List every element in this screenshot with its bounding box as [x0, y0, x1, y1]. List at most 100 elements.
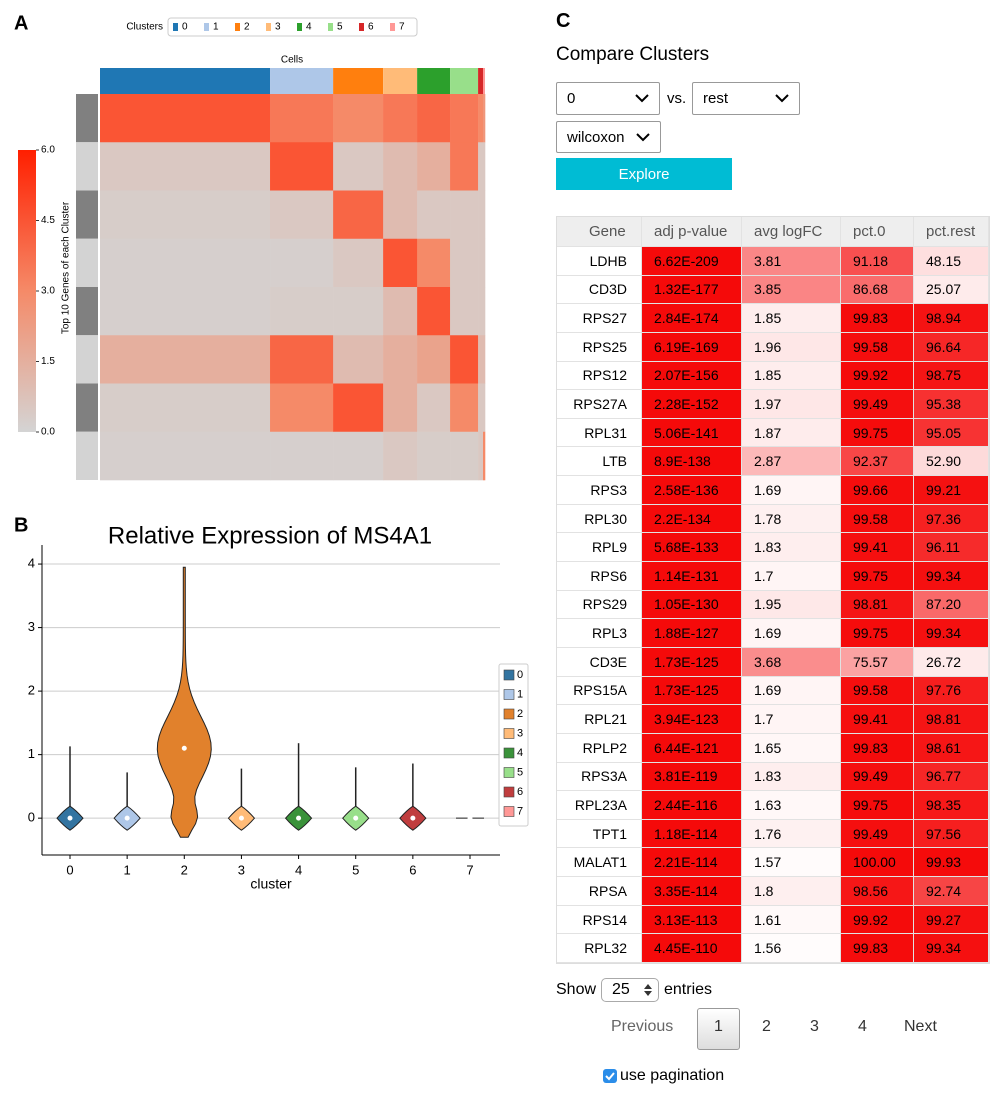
- cluster-bar: [100, 68, 271, 94]
- column-header[interactable]: Gene: [557, 217, 642, 247]
- y-tick-label: 0: [28, 810, 35, 825]
- heatmap-cell: [270, 238, 334, 288]
- gene-cell: RPL3: [557, 619, 642, 648]
- heatmap-cell: [450, 238, 479, 288]
- table-cell: 1.73E-125: [642, 676, 742, 706]
- legend-swatch: [390, 23, 395, 31]
- table-cell: 99.49: [841, 390, 914, 419]
- page-size-select[interactable]: 25: [601, 978, 659, 1002]
- colorbar-tick-label: 0.0: [41, 427, 55, 438]
- table-cell: 98.81: [914, 705, 989, 734]
- legend-swatch: [359, 23, 364, 31]
- table-cell: 2.2E-134: [642, 504, 742, 534]
- table-cell: 3.81E-119: [642, 762, 742, 792]
- table-cell: 96.64: [914, 332, 989, 362]
- page-button[interactable]: 4: [858, 1018, 867, 1035]
- table-cell: 25.07: [914, 275, 989, 305]
- heatmap-cell: [478, 94, 484, 143]
- table-cell: 92.74: [914, 877, 989, 906]
- legend-label: 1: [517, 688, 523, 700]
- x-tick-label: 4: [295, 862, 302, 877]
- legend-label: 6: [517, 786, 523, 798]
- cluster-bar: [383, 68, 418, 94]
- table-cell: 6.19E-169: [642, 332, 742, 362]
- heatmap-cell: [482, 383, 486, 433]
- column-header[interactable]: pct.rest: [914, 217, 989, 247]
- previous-button[interactable]: Previous: [611, 1018, 674, 1035]
- gene-cell: LDHB: [557, 247, 642, 276]
- legend-label: 5: [517, 766, 523, 778]
- gene-cell: CD3D: [557, 275, 642, 305]
- table-cell: 99.58: [841, 332, 914, 362]
- row-group-bar: [76, 94, 98, 143]
- heatmap-cell: [383, 190, 418, 240]
- table-cell: 48.15: [914, 247, 989, 276]
- table-cell: 3.68: [742, 647, 841, 677]
- legend-swatch: [503, 708, 515, 720]
- heatmap-cell: [450, 94, 479, 143]
- heatmap-cell: [270, 142, 334, 191]
- table-cell: 99.34: [914, 562, 989, 591]
- gene-cell: RPS27: [557, 304, 642, 333]
- x-tick-label: 1: [124, 862, 131, 877]
- table-cell: 99.75: [841, 619, 914, 648]
- heatmap-cell: [478, 335, 484, 384]
- legend-swatch: [503, 786, 515, 798]
- group-select[interactable]: 0: [556, 82, 660, 115]
- table-cell: 3.35E-114: [642, 877, 742, 906]
- legend-swatch: [266, 23, 271, 31]
- legend-label: 4: [306, 22, 312, 33]
- table-cell: 75.57: [841, 647, 914, 677]
- heatmap-cell: [333, 287, 384, 336]
- median-dot: [353, 815, 359, 821]
- legend-label: 0: [182, 22, 188, 33]
- method-select[interactable]: wilcoxon: [556, 121, 661, 153]
- heatmap-cell: [450, 142, 479, 191]
- column-header[interactable]: pct.0: [841, 217, 914, 247]
- median-dot: [124, 815, 130, 821]
- row-group-bar: [76, 383, 98, 432]
- heatmap-cell: [417, 383, 451, 433]
- heatmap-cell: [450, 383, 479, 433]
- table-cell: 99.66: [841, 476, 914, 505]
- table-cell: 5.06E-141: [642, 418, 742, 448]
- heatmap-cell: [417, 190, 451, 240]
- heatmap-cell: [383, 335, 418, 384]
- table-cell: 2.84E-174: [642, 304, 742, 333]
- chevron: [636, 132, 650, 141]
- explore-button[interactable]: Explore: [556, 158, 732, 190]
- heatmap-cell: [417, 238, 451, 288]
- column-header[interactable]: avg logFC: [742, 217, 841, 247]
- page-button[interactable]: 2: [762, 1018, 771, 1035]
- heatmap-cell: [482, 190, 486, 240]
- reference-select[interactable]: rest: [692, 82, 800, 115]
- column-header[interactable]: adj p-value: [642, 217, 742, 247]
- chart-title: Relative Expression of MS4A1: [108, 522, 432, 549]
- gene-cell: RPL23A: [557, 791, 642, 820]
- median-dot: [410, 815, 416, 821]
- colorbar-tick-label: 6.0: [41, 145, 55, 156]
- page-button[interactable]: 3: [810, 1018, 819, 1035]
- table-cell: 1.65: [742, 733, 841, 763]
- gene-cell: RPL21: [557, 705, 642, 734]
- heatmap-cell: [333, 190, 384, 240]
- checkbox[interactable]: [603, 1069, 617, 1083]
- next-button[interactable]: Next: [904, 1018, 937, 1035]
- legend-label: 7: [399, 22, 405, 33]
- select-value: wilcoxon: [567, 128, 625, 146]
- table-cell: 4.45E-110: [642, 934, 742, 963]
- table-cell: 99.34: [914, 619, 989, 648]
- table-cell: 2.44E-116: [642, 791, 742, 820]
- page-button[interactable]: 1: [714, 1018, 723, 1035]
- heatmap-cell: [270, 335, 334, 384]
- table-cell: 99.83: [841, 733, 914, 763]
- table-cell: 98.94: [914, 304, 989, 333]
- heatmap-cell: [383, 238, 418, 288]
- table-cell: 98.81: [841, 590, 914, 620]
- table-cell: 2.87: [742, 447, 841, 477]
- gene-cell: RPL31: [557, 418, 642, 448]
- legend-swatch: [503, 669, 515, 681]
- legend-box: [498, 663, 529, 827]
- colorbar-tick-label: 4.5: [41, 215, 55, 226]
- row-group-bar: [76, 335, 98, 384]
